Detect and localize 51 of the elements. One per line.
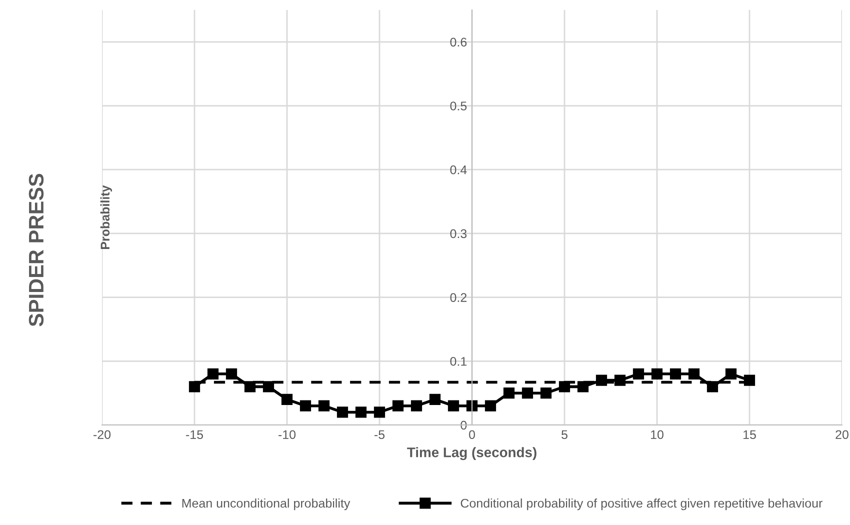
- text: SPIDER PRESS: [28, 174, 44, 326]
- y-tick-label: 0.2: [450, 293, 467, 302]
- x-tick-label: 5: [562, 430, 568, 440]
- point: [466, 400, 478, 412]
- y-tick-label: 0.6: [450, 38, 467, 47]
- point: [429, 394, 441, 406]
- point: [540, 388, 552, 399]
- point: [300, 400, 312, 412]
- y-tick-label: 0.1: [450, 356, 467, 366]
- point: [744, 374, 756, 386]
- legend-label: Conditional probability of positive affect given repetitive behaviour: [460, 498, 822, 510]
- point: [448, 400, 460, 412]
- legend-label: Mean unconditional probability: [182, 498, 350, 510]
- point: [688, 368, 700, 380]
- point: [614, 374, 626, 386]
- point: [632, 368, 644, 380]
- x-tick-label: -20: [94, 430, 111, 440]
- point: [355, 406, 367, 418]
- point: [318, 400, 330, 412]
- point: [207, 368, 219, 380]
- point: [725, 368, 737, 380]
- point: [651, 368, 663, 380]
- y-axis-title: Probability: [100, 185, 112, 249]
- point: [484, 400, 496, 412]
- point: [392, 400, 404, 412]
- x-tick-label: -10: [278, 430, 296, 440]
- y-tick-label: 0.5: [450, 102, 467, 110]
- point: [410, 400, 422, 412]
- x-tick-label: 20: [836, 430, 848, 440]
- x-axis-title: Time Lag (seconds): [407, 447, 536, 460]
- x-tick-label: 0: [469, 430, 475, 440]
- x-tick-label: -5: [374, 430, 385, 440]
- point: [244, 381, 256, 392]
- point: [226, 368, 238, 380]
- point: [374, 406, 386, 418]
- point: [706, 381, 718, 392]
- point: [336, 406, 348, 418]
- x-tick-label: -15: [186, 430, 204, 440]
- point: [262, 381, 274, 392]
- x-tick-label: 10: [651, 430, 664, 440]
- point: [503, 388, 515, 399]
- point: [596, 374, 608, 386]
- y-tick-label: 0.3: [450, 229, 467, 238]
- point: [522, 388, 534, 399]
- point: [670, 368, 682, 380]
- point: [188, 381, 200, 392]
- point: [558, 381, 570, 392]
- x-tick-label: 15: [744, 430, 756, 440]
- y-tick-label: 0.4: [450, 165, 467, 174]
- point: [281, 394, 293, 406]
- point: [577, 381, 589, 392]
